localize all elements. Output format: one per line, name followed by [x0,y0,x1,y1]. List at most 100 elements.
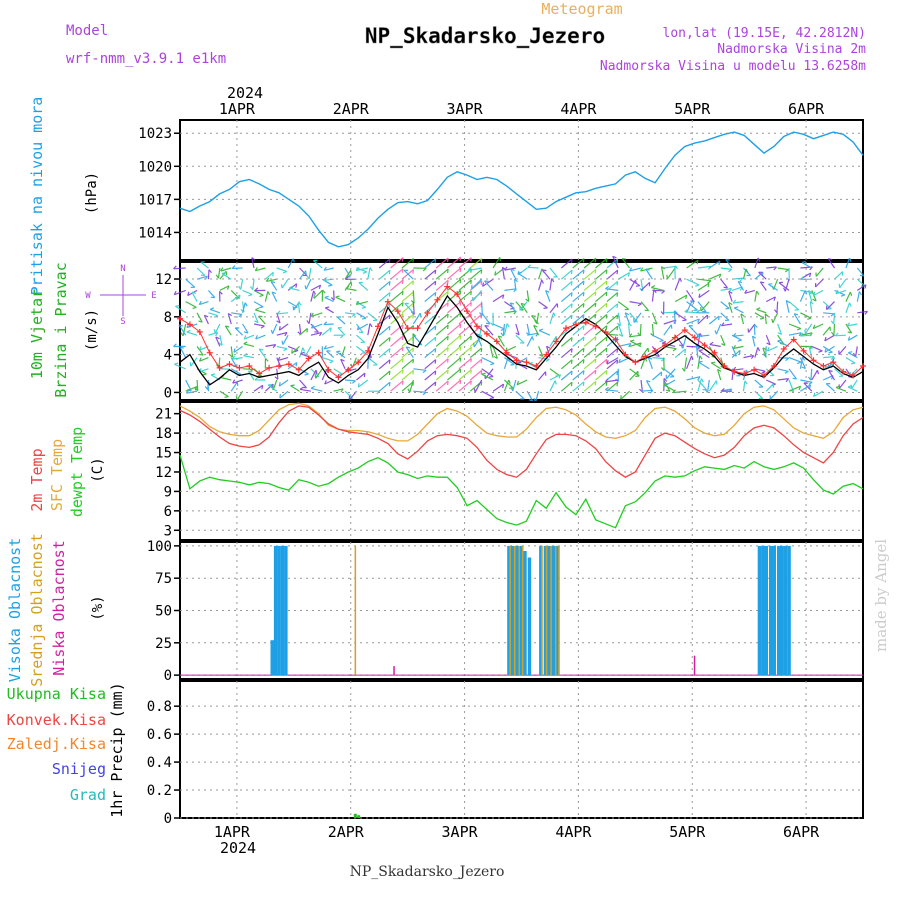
compass-east-label: E [151,291,156,301]
x-tick-label-top: 5APR [674,100,711,118]
wind-barb [336,351,346,359]
y-tick-label-p1: 8 [164,310,172,326]
wind-barb-flag [351,380,356,384]
wind-barb-flag [480,370,483,375]
wind-barb-flag [582,381,585,386]
wind-barb-flag [838,283,841,288]
wind-barb [367,267,371,280]
wind-barb-flag [388,348,391,353]
wind-barb [572,347,585,359]
wind-barb-flag [605,370,608,375]
wind-barb-flag [801,366,806,370]
wind-barb-flag [777,332,782,335]
wind-barb-flag [302,347,306,352]
wind-barb [572,258,585,269]
wind-barb [310,284,321,291]
wind-barb [471,278,483,290]
wind-barb [481,390,495,399]
wind-barb [560,336,573,347]
wind-barb [549,374,561,381]
wind-barb [663,319,677,325]
cloud-bar-mid [558,545,560,676]
wind-barb-flag [629,267,633,272]
wind-barb-flag [794,313,799,316]
wind-barb-flag [283,348,288,352]
wind-barb [242,289,253,296]
wind-barb-flag [546,345,551,349]
wind-barb [697,265,712,269]
wind-barb [482,278,494,287]
wind-barb-flag [388,314,391,320]
wind-barb [413,368,427,371]
wind-barb-flag [799,332,804,337]
y-tick-label-p2: 6 [164,504,172,520]
wind-barb [666,267,676,280]
wind-barb-flag [605,292,608,297]
wind-barb [595,291,608,303]
wind-barb [538,329,551,336]
wind-barb-flag [766,347,770,352]
wind-barb-flag [660,311,665,315]
wind-barb-flag [215,332,219,337]
wind-barb-flag [447,358,449,363]
wind-barb [595,269,608,280]
wind-barb [538,346,544,357]
wind-barb-flag [628,343,632,348]
wind-barb-flag [516,380,520,386]
wind-barb [583,291,597,303]
wind-barb-flag [700,378,704,383]
elevation-text: Nadmorska Visina 2m [717,42,866,57]
y-tick-label-p0: 1014 [138,225,172,241]
cloud-ylabel-mid: Srednja Oblacnost [28,533,46,687]
wind-barb-flag [594,291,597,296]
wind-barb [684,311,698,314]
wind-barb [517,267,528,276]
station-title: NP_Skadarsko_Jezero [365,24,605,48]
wind-barb-flag [674,265,679,270]
wind-barb [298,323,302,335]
wind-barb [447,357,461,370]
wind-barb-flag [768,283,773,285]
wind-barb-flag [698,360,703,363]
wind-barb-flag [470,268,472,273]
wind-barb-flag [666,274,668,279]
wind-barb-flag [681,367,686,372]
wind-barb-flag [324,295,329,299]
wind-barb-flag [248,293,253,297]
wind-barb [227,313,232,325]
wind-barb-flag [792,377,797,380]
dewpt-line [179,454,864,529]
wind-barb [424,347,437,359]
wind-barb-flag [848,302,852,307]
wind-barb-flag [594,358,597,363]
wind-barb-flag [434,359,437,364]
wind-barb [630,340,642,347]
wind-barb [633,312,642,323]
wind-barb-flag [850,362,856,365]
wind-barb [492,346,498,359]
wind-barb-flag [704,388,708,393]
wind-barb-flag [238,294,241,300]
wind-barb [469,369,483,381]
wind-barb [824,334,835,342]
wind-barb-flag [864,311,868,315]
wind-barb [788,323,802,330]
wind-barb-flag [226,285,230,290]
wind-barb-flag [618,358,621,363]
wind-barb [215,336,221,347]
wind-barb-flag [238,285,242,290]
wind-barb [481,373,494,381]
wind-barb [765,334,771,345]
wind-barb [717,369,722,381]
wind-barb [322,357,334,362]
wind-barb-flag [764,313,769,317]
wind-barb [721,323,733,327]
wind-barb-flag [570,370,573,376]
wind-barb-flag [489,397,494,400]
wind-barb-flag [270,280,276,284]
wind-barb [232,357,243,360]
wind-barb-flag [272,344,277,349]
wind-barb [378,292,391,303]
wind-barb-flag [304,373,309,376]
cloud-bar-low [393,666,395,676]
